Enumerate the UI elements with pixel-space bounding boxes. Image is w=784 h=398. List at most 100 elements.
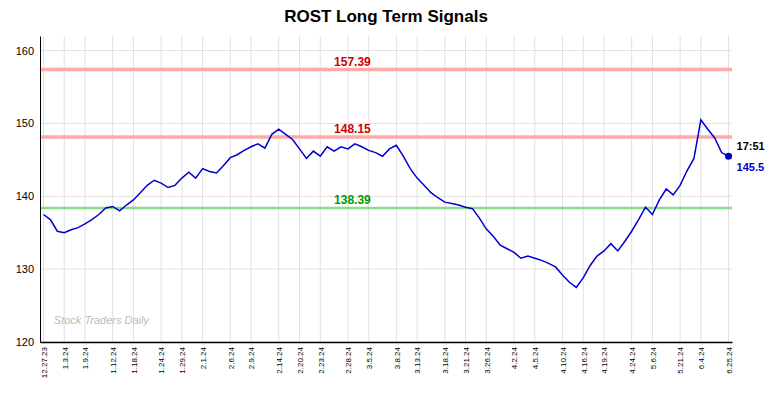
y-tick: 140: [16, 190, 40, 202]
grid-line-x: [251, 36, 252, 342]
x-tick: 2.9.24: [247, 342, 256, 369]
x-tick: 5.6.24: [649, 342, 658, 369]
y-tick-label: 130: [16, 263, 34, 275]
grid-line-y: [40, 50, 732, 51]
x-tick-label: 3.18.24: [441, 346, 450, 373]
x-tick-label: 3.8.24: [393, 346, 402, 369]
x-tick: 6.4.24: [697, 342, 706, 369]
title: ROST Long Term Signals: [284, 7, 488, 26]
x-tick-label: 4.10.24: [559, 346, 568, 373]
grid-line-x: [347, 36, 348, 342]
y-tick-label: 150: [16, 117, 34, 129]
grid-line-y: [40, 342, 732, 343]
grid-line-x: [680, 36, 681, 342]
y-tick: 160: [16, 45, 40, 57]
x-axis: 12.27.23 1.3.24 1.9.24 1.12.24 1.18.24 1.24.2…: [40, 342, 734, 378]
grid-line-x: [417, 36, 418, 342]
x-tick-label: 2.14.24: [275, 346, 284, 373]
x-tick-label: 6.25.24: [725, 346, 734, 373]
x-tick: 2.23.24: [317, 342, 326, 374]
x-tick: 1.18.24: [130, 342, 139, 374]
reference-line: [40, 207, 732, 210]
price-line: [43, 120, 728, 288]
reference-line: [40, 68, 732, 72]
x-tick: 3.18.24: [441, 342, 450, 374]
grid: [40, 36, 732, 342]
y-tick: 130: [16, 263, 40, 275]
x-tick-label: 1.24.24: [157, 346, 166, 373]
reference-label: 138.39: [334, 193, 371, 207]
x-tick: 3.8.24: [393, 342, 402, 369]
x-tick: 1.3.24: [61, 342, 70, 369]
grid-line-y: [40, 123, 732, 124]
y-tick-label: 140: [16, 190, 34, 202]
x-tick: 1.29.24: [178, 342, 187, 374]
y-axis-line: [40, 37, 41, 343]
x-tick: 1.12.24: [109, 342, 118, 374]
grid-line-x: [43, 36, 44, 342]
x-tick-label: 1.12.24: [109, 346, 118, 373]
x-tick-label: 5.6.24: [649, 346, 658, 369]
grid-line-x: [514, 36, 515, 342]
grid-line-x: [465, 36, 466, 342]
grid-line-x: [202, 36, 203, 342]
grid-line-x: [368, 36, 369, 342]
x-tick: 3.26.24: [483, 342, 492, 374]
grid-line-x: [534, 36, 535, 342]
grid-line-y: [40, 196, 732, 197]
grid-line-x: [161, 36, 162, 342]
x-tick: 4.5.24: [531, 342, 540, 369]
x-tick: 2.1.24: [199, 342, 208, 369]
x-tick-label: 2.1.24: [199, 346, 208, 369]
reference-line: [40, 135, 732, 139]
grid-line-x: [603, 36, 604, 342]
x-tick: 2.20.24: [296, 342, 305, 374]
x-tick-label: 4.5.24: [531, 346, 540, 369]
grid-line-x: [396, 36, 397, 342]
x-tick-label: 4.24.24: [628, 346, 637, 373]
y-tick: 120: [16, 336, 40, 348]
grid-line-x: [583, 36, 584, 342]
x-tick-label: 4.19.24: [600, 346, 609, 373]
x-tick: 5.21.24: [676, 342, 685, 374]
x-tick: 3.13.24: [413, 342, 422, 374]
annotations: 157.39148.15138.3917:51145.5Stock Trader…: [54, 55, 765, 326]
x-tick: 3.21.24: [462, 342, 471, 374]
reference-label: 148.15: [334, 122, 371, 136]
x-tick-label: 2.9.24: [247, 346, 256, 369]
x-tick: 6.25.24: [725, 342, 734, 374]
x-tick: 1.9.24: [81, 342, 90, 369]
reference-label: 157.39: [334, 55, 371, 69]
x-tick: 3.5.24: [365, 342, 374, 369]
x-tick-label: 2.6.24: [227, 346, 236, 369]
grid-line-x: [562, 36, 563, 342]
y-axis: 120 130 140 150 160: [16, 37, 41, 349]
grid-line-y: [40, 269, 732, 270]
x-tick: 4.24.24: [628, 342, 637, 374]
last-price-label: 145.5: [737, 161, 765, 173]
x-tick-label: 1.3.24: [61, 346, 70, 369]
watermark: Stock Traders Daily: [54, 314, 151, 326]
x-tick-label: 2.28.24: [344, 346, 353, 373]
grid-line-x: [700, 36, 701, 342]
grid-line-x: [320, 36, 321, 342]
grid-line-x: [631, 36, 632, 342]
grid-line-x: [652, 36, 653, 342]
grid-line-x: [64, 36, 65, 342]
x-tick: 4.2.24: [510, 342, 519, 369]
x-tick-label: 3.13.24: [413, 346, 422, 373]
x-tick-label: 12.27.23: [40, 346, 49, 378]
grid-line-x: [230, 36, 231, 342]
grid-line-x: [728, 36, 729, 342]
x-tick-label: 4.16.24: [580, 346, 589, 373]
y-tick: 150: [16, 117, 40, 129]
x-tick: 12.27.23: [40, 342, 49, 378]
x-tick-label: 3.5.24: [365, 346, 374, 369]
x-tick-label: 2.23.24: [317, 346, 326, 373]
x-tick: 2.14.24: [275, 342, 284, 374]
x-tick-label: 6.4.24: [697, 346, 706, 369]
grid-line-x: [444, 36, 445, 342]
chart: 120 130 140 150 160 12.27.23 1.3.24 1.9.24 1.12.…: [0, 0, 784, 398]
x-tick: 1.24.24: [157, 342, 166, 374]
x-tick-label: 1.29.24: [178, 346, 187, 373]
